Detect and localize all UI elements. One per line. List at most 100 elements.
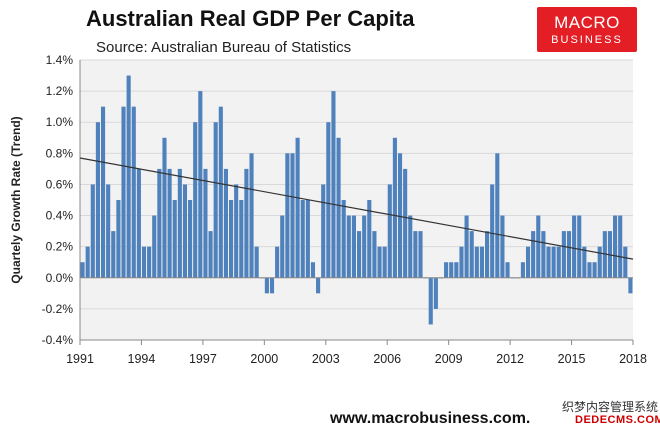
bar (264, 277, 269, 294)
watermark-text: 织梦内容管理系统 (562, 398, 659, 415)
bar (485, 231, 490, 278)
bar (95, 122, 100, 278)
bar (152, 215, 157, 278)
bar (382, 246, 387, 278)
bar (531, 231, 536, 278)
bar (218, 106, 223, 278)
y-tick-label: 0.2% (46, 240, 74, 254)
x-tick-label: 1994 (128, 352, 156, 366)
bar (413, 231, 418, 278)
bar (479, 246, 485, 278)
bar (500, 215, 505, 278)
bar (592, 262, 597, 278)
bar (285, 153, 290, 278)
x-tick-label: 1991 (66, 352, 94, 366)
plot-area (80, 60, 633, 340)
bar (203, 168, 208, 278)
x-tick-label: 2018 (619, 352, 647, 366)
bar (597, 246, 602, 278)
bar (239, 200, 244, 278)
bar (628, 277, 633, 294)
bar (505, 262, 510, 278)
bar (321, 184, 326, 278)
bar (310, 262, 316, 278)
bar (326, 122, 331, 278)
bar (561, 231, 566, 278)
bar (198, 91, 203, 278)
bar (341, 200, 346, 278)
bar (433, 277, 438, 309)
bar (249, 153, 254, 278)
bar (582, 246, 587, 278)
bar (444, 262, 449, 278)
bar (305, 200, 310, 278)
bar (275, 246, 280, 278)
bar (587, 262, 592, 278)
x-tick-label: 2009 (435, 352, 463, 366)
bar (336, 137, 341, 278)
bar (454, 262, 459, 278)
bar (290, 153, 295, 278)
bar (551, 246, 556, 278)
bar (254, 246, 259, 278)
bar (556, 246, 561, 278)
bar (269, 277, 275, 294)
bar (111, 231, 116, 278)
y-tick-label: -0.2% (42, 302, 74, 316)
bar (162, 137, 167, 278)
bar (157, 168, 162, 278)
y-tick-label: 1.0% (46, 115, 74, 129)
bar (106, 184, 111, 278)
bar (316, 277, 321, 294)
bar (136, 168, 141, 278)
bar (100, 106, 106, 278)
bar (397, 153, 403, 278)
bar (300, 200, 305, 278)
y-tick-label: 0.4% (46, 209, 74, 223)
bar (418, 231, 423, 278)
bar (449, 262, 454, 278)
bar (90, 184, 95, 278)
x-tick-label: 2012 (496, 352, 524, 366)
bar (490, 184, 495, 278)
y-tick-label: 0.6% (46, 177, 74, 191)
x-tick-label: 2015 (558, 352, 586, 366)
website-url[interactable]: www.macrobusiness.com. (330, 410, 531, 427)
y-tick-label: 1.4% (46, 53, 74, 67)
bar (428, 277, 433, 325)
bar (331, 91, 336, 278)
bar (182, 184, 188, 278)
bar (469, 231, 474, 278)
bar (459, 246, 464, 278)
bar (377, 246, 382, 278)
bar (223, 168, 228, 278)
bar (177, 168, 182, 278)
logo-line1: MACRO (554, 13, 620, 32)
trend-line (79, 157, 634, 260)
x-tick-label: 1997 (189, 352, 217, 366)
bar (618, 215, 623, 278)
bar (351, 215, 356, 278)
bar (541, 231, 546, 278)
bar (121, 106, 126, 278)
bar (167, 168, 172, 278)
bar (126, 75, 131, 278)
bar (188, 200, 193, 278)
bar (362, 215, 367, 278)
macrobusiness-logo[interactable]: MACRO BUSINESS (537, 7, 637, 52)
y-tick-label: 0.8% (46, 146, 74, 160)
bar (372, 231, 377, 278)
bar (116, 200, 121, 278)
bar (193, 122, 198, 278)
chart-subtitle: Source: Australian Bureau of Statistics (96, 39, 352, 56)
bar (408, 215, 413, 278)
x-tick-label: 2006 (373, 352, 401, 366)
x-tick-label: 2003 (312, 352, 340, 366)
bar (525, 246, 531, 278)
bar (131, 106, 136, 278)
bar (357, 231, 362, 278)
x-tick-label: 2000 (250, 352, 278, 366)
bar (566, 231, 572, 278)
bar (208, 231, 213, 278)
bar (172, 200, 177, 278)
